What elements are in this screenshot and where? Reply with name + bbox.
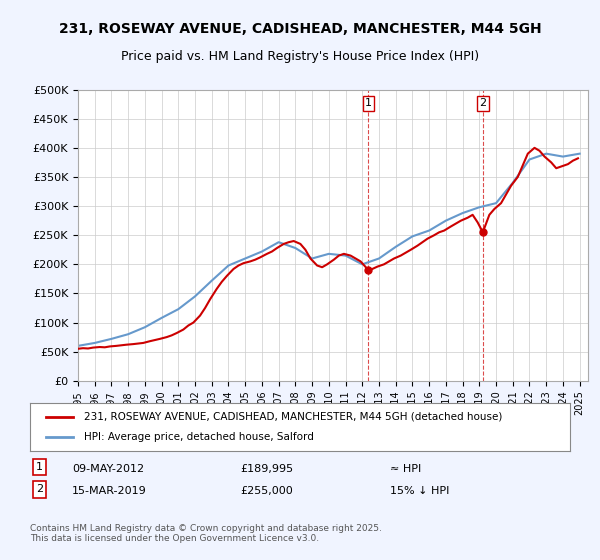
Text: Contains HM Land Registry data © Crown copyright and database right 2025.
This d: Contains HM Land Registry data © Crown c… (30, 524, 382, 543)
Text: HPI: Average price, detached house, Salford: HPI: Average price, detached house, Salf… (84, 432, 314, 442)
Text: ≈ HPI: ≈ HPI (390, 464, 421, 474)
Text: 2: 2 (36, 484, 43, 494)
Text: 1: 1 (365, 99, 372, 108)
Text: 15% ↓ HPI: 15% ↓ HPI (390, 486, 449, 496)
Text: Price paid vs. HM Land Registry's House Price Index (HPI): Price paid vs. HM Land Registry's House … (121, 50, 479, 63)
Text: £189,995: £189,995 (240, 464, 293, 474)
Text: 15-MAR-2019: 15-MAR-2019 (72, 486, 147, 496)
Text: 231, ROSEWAY AVENUE, CADISHEAD, MANCHESTER, M44 5GH (detached house): 231, ROSEWAY AVENUE, CADISHEAD, MANCHEST… (84, 412, 502, 422)
Text: 231, ROSEWAY AVENUE, CADISHEAD, MANCHESTER, M44 5GH: 231, ROSEWAY AVENUE, CADISHEAD, MANCHEST… (59, 22, 541, 36)
Text: £255,000: £255,000 (240, 486, 293, 496)
Text: 09-MAY-2012: 09-MAY-2012 (72, 464, 144, 474)
Text: 2: 2 (479, 99, 487, 108)
Text: 1: 1 (36, 462, 43, 472)
